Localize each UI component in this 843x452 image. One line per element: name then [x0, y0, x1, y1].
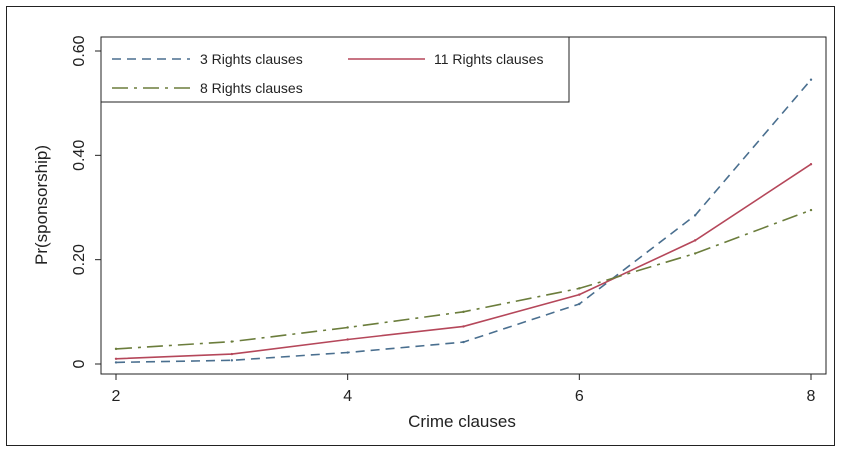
x-tick-label: 8: [807, 388, 816, 405]
x-tick-label: 4: [343, 388, 352, 405]
series-lines: [114, 78, 813, 364]
data-point: [346, 338, 349, 341]
data-point: [230, 352, 234, 356]
series-line-3-rights: [115, 79, 812, 364]
data-point: [114, 347, 118, 351]
data-point: [809, 208, 813, 212]
legend: 3 Rights clauses 11 Rights clauses 8 Rig…: [100, 36, 570, 103]
data-point: [346, 351, 349, 354]
x-tick-label: 2: [112, 388, 121, 405]
series-line-11-rights: [115, 163, 812, 360]
data-point: [809, 78, 813, 81]
legend-box: [100, 36, 570, 103]
data-point: [462, 340, 465, 344]
data-point: [462, 310, 465, 314]
x-tick-label: 6: [575, 388, 584, 405]
data-point: [346, 326, 349, 329]
data-point: [230, 340, 234, 343]
data-point: [693, 214, 697, 217]
legend-label-3-rights: 3 Rights clauses: [200, 51, 303, 67]
data-point: [578, 293, 581, 296]
y-tick-label: 0.60: [71, 35, 88, 66]
data-point: [578, 302, 581, 306]
series-line-8-rights: [115, 209, 812, 350]
data-point: [693, 239, 697, 242]
data-point: [693, 252, 697, 255]
data-point: [462, 325, 465, 328]
data-point: [230, 359, 234, 362]
data-point: [809, 163, 813, 166]
axis-ticks: 2 4 6 8 0 0.20 0.40 0.60: [71, 35, 816, 405]
data-point: [114, 357, 118, 360]
x-axis-title: Crime clauses: [408, 412, 516, 431]
y-axis-title: Pr(sponsorship): [32, 145, 51, 265]
legend-label-11-rights: 11 Rights clauses: [434, 51, 543, 67]
y-tick-label: 0.40: [71, 140, 88, 171]
legend-label-8-rights: 8 Rights clauses: [200, 80, 303, 96]
data-point: [114, 361, 118, 364]
y-tick-label: 0: [71, 359, 88, 368]
data-point: [578, 287, 581, 290]
y-tick-label: 0.20: [71, 244, 88, 275]
